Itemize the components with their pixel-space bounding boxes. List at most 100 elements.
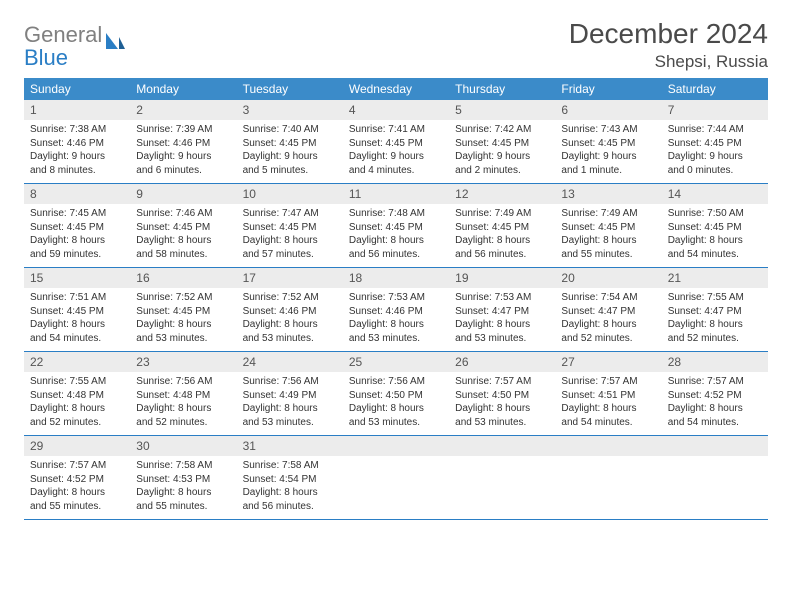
weekday-header: Thursday — [449, 78, 555, 100]
logo-word2: Blue — [24, 45, 68, 70]
calendar-day: 4Sunrise: 7:41 AMSunset: 4:45 PMDaylight… — [343, 100, 449, 183]
day-sunrise: Sunrise: 7:55 AM — [30, 375, 124, 389]
day-sunrise: Sunrise: 7:58 AM — [136, 459, 230, 473]
calendar-day-empty — [449, 436, 555, 519]
day-day2: and 56 minutes. — [349, 248, 443, 262]
day-info: Sunrise: 7:52 AMSunset: 4:46 PMDaylight:… — [237, 288, 343, 345]
day-number: 5 — [449, 100, 555, 120]
day-sunrise: Sunrise: 7:45 AM — [30, 207, 124, 221]
day-number: 25 — [343, 352, 449, 372]
day-sunrise: Sunrise: 7:57 AM — [668, 375, 762, 389]
day-day1: Daylight: 8 hours — [349, 318, 443, 332]
calendar-day: 9Sunrise: 7:46 AMSunset: 4:45 PMDaylight… — [130, 184, 236, 267]
weekday-header: Tuesday — [237, 78, 343, 100]
day-info: Sunrise: 7:38 AMSunset: 4:46 PMDaylight:… — [24, 120, 130, 177]
day-info: Sunrise: 7:55 AMSunset: 4:47 PMDaylight:… — [662, 288, 768, 345]
day-number: 2 — [130, 100, 236, 120]
calendar-day: 8Sunrise: 7:45 AMSunset: 4:45 PMDaylight… — [24, 184, 130, 267]
day-sunset: Sunset: 4:47 PM — [668, 305, 762, 319]
weekday-header: Saturday — [662, 78, 768, 100]
calendar-day: 20Sunrise: 7:54 AMSunset: 4:47 PMDayligh… — [555, 268, 661, 351]
calendar-day: 5Sunrise: 7:42 AMSunset: 4:45 PMDaylight… — [449, 100, 555, 183]
day-day1: Daylight: 8 hours — [30, 318, 124, 332]
day-sunrise: Sunrise: 7:49 AM — [561, 207, 655, 221]
day-sunset: Sunset: 4:46 PM — [243, 305, 337, 319]
day-sunrise: Sunrise: 7:47 AM — [243, 207, 337, 221]
day-sunrise: Sunrise: 7:41 AM — [349, 123, 443, 137]
day-sunrise: Sunrise: 7:52 AM — [136, 291, 230, 305]
day-day1: Daylight: 8 hours — [668, 234, 762, 248]
location-label: Shepsi, Russia — [569, 52, 768, 72]
day-sunset: Sunset: 4:45 PM — [243, 221, 337, 235]
day-day2: and 53 minutes. — [243, 332, 337, 346]
day-info: Sunrise: 7:56 AMSunset: 4:48 PMDaylight:… — [130, 372, 236, 429]
day-sunset: Sunset: 4:48 PM — [136, 389, 230, 403]
day-day2: and 52 minutes. — [668, 332, 762, 346]
day-number: 31 — [237, 436, 343, 456]
day-number: 14 — [662, 184, 768, 204]
day-number: 30 — [130, 436, 236, 456]
day-sunset: Sunset: 4:52 PM — [30, 473, 124, 487]
calendar-day: 15Sunrise: 7:51 AMSunset: 4:45 PMDayligh… — [24, 268, 130, 351]
day-day2: and 57 minutes. — [243, 248, 337, 262]
day-day2: and 4 minutes. — [349, 164, 443, 178]
day-sunset: Sunset: 4:45 PM — [349, 137, 443, 151]
day-sunset: Sunset: 4:45 PM — [668, 137, 762, 151]
day-day2: and 6 minutes. — [136, 164, 230, 178]
day-sunset: Sunset: 4:45 PM — [668, 221, 762, 235]
day-info: Sunrise: 7:48 AMSunset: 4:45 PMDaylight:… — [343, 204, 449, 261]
calendar-day: 17Sunrise: 7:52 AMSunset: 4:46 PMDayligh… — [237, 268, 343, 351]
calendar-day: 7Sunrise: 7:44 AMSunset: 4:45 PMDaylight… — [662, 100, 768, 183]
day-sunset: Sunset: 4:45 PM — [136, 221, 230, 235]
day-day2: and 55 minutes. — [30, 500, 124, 514]
day-info: Sunrise: 7:49 AMSunset: 4:45 PMDaylight:… — [449, 204, 555, 261]
day-info: Sunrise: 7:52 AMSunset: 4:45 PMDaylight:… — [130, 288, 236, 345]
day-sunset: Sunset: 4:47 PM — [561, 305, 655, 319]
day-number: 17 — [237, 268, 343, 288]
day-sunset: Sunset: 4:50 PM — [455, 389, 549, 403]
day-number: 28 — [662, 352, 768, 372]
header: General Blue December 2024 Shepsi, Russi… — [24, 18, 768, 72]
day-day1: Daylight: 9 hours — [30, 150, 124, 164]
calendar-day-empty — [343, 436, 449, 519]
day-number: 4 — [343, 100, 449, 120]
calendar-day: 28Sunrise: 7:57 AMSunset: 4:52 PMDayligh… — [662, 352, 768, 435]
day-sunrise: Sunrise: 7:48 AM — [349, 207, 443, 221]
calendar-day: 13Sunrise: 7:49 AMSunset: 4:45 PMDayligh… — [555, 184, 661, 267]
calendar-day: 26Sunrise: 7:57 AMSunset: 4:50 PMDayligh… — [449, 352, 555, 435]
day-number: 13 — [555, 184, 661, 204]
day-sunset: Sunset: 4:46 PM — [136, 137, 230, 151]
day-day1: Daylight: 8 hours — [668, 318, 762, 332]
weekday-header-row: SundayMondayTuesdayWednesdayThursdayFrid… — [24, 78, 768, 100]
day-day1: Daylight: 8 hours — [243, 402, 337, 416]
day-info: Sunrise: 7:41 AMSunset: 4:45 PMDaylight:… — [343, 120, 449, 177]
day-day2: and 54 minutes. — [668, 248, 762, 262]
day-day1: Daylight: 8 hours — [30, 486, 124, 500]
day-sunset: Sunset: 4:52 PM — [668, 389, 762, 403]
calendar-day: 24Sunrise: 7:56 AMSunset: 4:49 PMDayligh… — [237, 352, 343, 435]
day-day1: Daylight: 9 hours — [455, 150, 549, 164]
calendar-day: 25Sunrise: 7:56 AMSunset: 4:50 PMDayligh… — [343, 352, 449, 435]
day-number: 21 — [662, 268, 768, 288]
day-sunrise: Sunrise: 7:53 AM — [455, 291, 549, 305]
day-number — [449, 436, 555, 456]
calendar-day-empty — [662, 436, 768, 519]
day-day2: and 52 minutes. — [136, 416, 230, 430]
day-day1: Daylight: 9 hours — [668, 150, 762, 164]
day-day1: Daylight: 8 hours — [136, 486, 230, 500]
day-day1: Daylight: 8 hours — [455, 402, 549, 416]
day-day1: Daylight: 9 hours — [349, 150, 443, 164]
day-number — [555, 436, 661, 456]
calendar-day: 11Sunrise: 7:48 AMSunset: 4:45 PMDayligh… — [343, 184, 449, 267]
day-sunrise: Sunrise: 7:40 AM — [243, 123, 337, 137]
day-day2: and 54 minutes. — [561, 416, 655, 430]
day-sunrise: Sunrise: 7:46 AM — [136, 207, 230, 221]
day-info: Sunrise: 7:57 AMSunset: 4:52 PMDaylight:… — [662, 372, 768, 429]
day-day2: and 58 minutes. — [136, 248, 230, 262]
calendar-day: 1Sunrise: 7:38 AMSunset: 4:46 PMDaylight… — [24, 100, 130, 183]
day-sunset: Sunset: 4:46 PM — [30, 137, 124, 151]
day-day2: and 53 minutes. — [349, 332, 443, 346]
calendar-day: 22Sunrise: 7:55 AMSunset: 4:48 PMDayligh… — [24, 352, 130, 435]
day-sunrise: Sunrise: 7:53 AM — [349, 291, 443, 305]
day-sunset: Sunset: 4:46 PM — [349, 305, 443, 319]
